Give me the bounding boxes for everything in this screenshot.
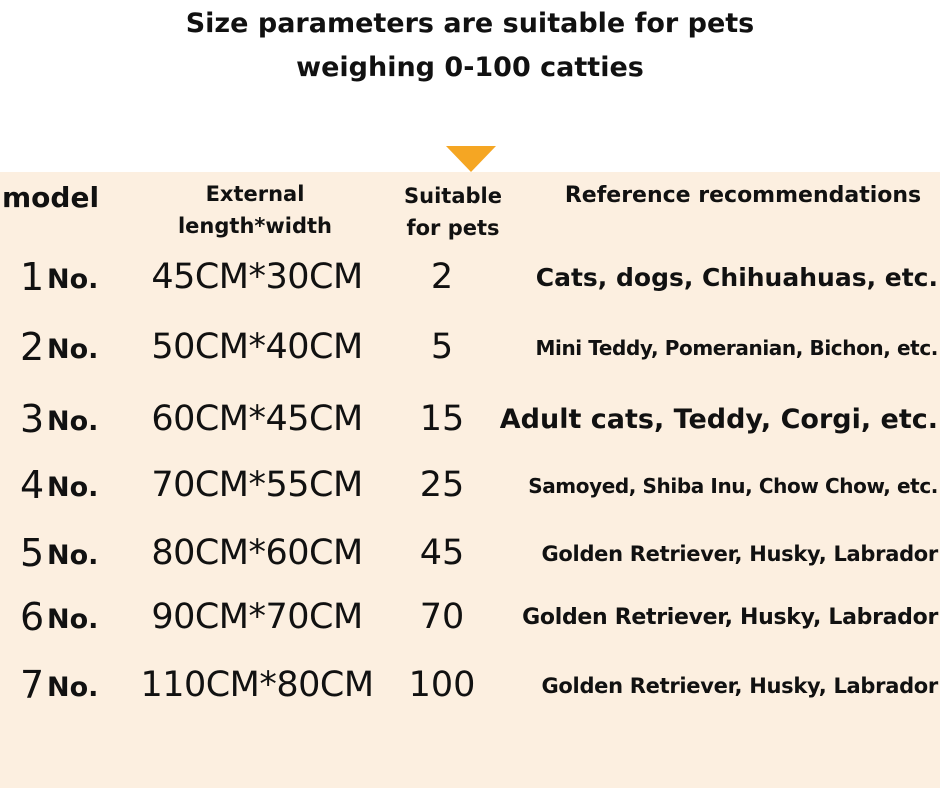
pet-weight: 2 [430,257,454,297]
model-no-label: No. [47,264,99,295]
title-line-1: Size parameters are suitable for pets [185,8,755,39]
table-row: 4 No. 70CM*55CM 25 Samoyed, Shiba Inu, C… [0,456,940,522]
reference-breeds: Golden Retriever, Husky, Labrador [541,542,938,566]
header-model: model [2,181,100,214]
reference-breeds: Adult cats, Teddy, Corgi, etc. [499,404,938,435]
reference-breeds: Samoyed, Shiba Inu, Chow Chow, etc. [528,474,938,498]
external-size: 80CM*60CM [151,533,363,573]
external-size: 70CM*55CM [151,465,363,505]
reference-breeds: Golden Retriever, Husky, Labrador [541,674,938,698]
external-size: 60CM*45CM [151,399,363,439]
page-title: Size parameters are suitable for pets we… [0,2,940,90]
external-size: 50CM*40CM [151,327,363,367]
table-row: 1 No. 45CM*30CM 2 Cats, dogs, Chihuahuas… [0,248,940,314]
pet-weight: 5 [430,327,454,367]
model-number: 7 [20,663,45,707]
model-no-label: No. [47,406,99,437]
external-size: 110CM*80CM [140,665,374,705]
table-row: 2 No. 50CM*40CM 5 Mini Teddy, Pomeranian… [0,318,940,384]
model-number: 6 [20,595,45,639]
model-no-label: No. [47,334,99,365]
pet-weight: 45 [419,533,465,573]
pet-weight: 25 [419,465,465,505]
pet-weight: 100 [408,665,476,705]
table-row: 5 No. 80CM*60CM 45 Golden Retriever, Hus… [0,524,940,590]
model-number: 4 [20,463,45,507]
external-size: 90CM*70CM [151,597,363,637]
model-number: 5 [20,531,45,575]
model-no-label: No. [47,472,99,503]
model-no-label: No. [47,604,99,635]
pet-weight: 15 [419,399,465,439]
reference-breeds: Mini Teddy, Pomeranian, Bichon, etc. [535,336,938,360]
model-number: 1 [20,255,45,299]
header-external-size: External length*width [177,182,332,238]
size-table: model External length*width Suitable for… [0,172,940,788]
header-suitable-for-pets: Suitable for pets [404,184,502,240]
reference-breeds: Golden Retriever, Husky, Labrador [522,605,938,630]
external-size: 45CM*30CM [151,257,363,297]
model-no-label: No. [47,672,99,703]
reference-breeds: Cats, dogs, Chihuahuas, etc. [535,263,938,292]
model-no-label: No. [47,540,99,571]
table-row: 6 No. 90CM*70CM 70 Golden Retriever, Hus… [0,588,940,654]
model-number: 2 [20,325,45,369]
model-number: 3 [20,397,45,441]
table-row: 3 No. 60CM*45CM 15 Adult cats, Teddy, Co… [0,390,940,456]
table-row: 7 No. 110CM*80CM 100 Golden Retriever, H… [0,656,940,722]
down-arrow-icon [446,146,496,172]
header-reference-recommendations: Reference recommendations [564,183,922,208]
title-line-2: weighing 0-100 catties [296,52,644,83]
pet-weight: 70 [419,597,465,637]
